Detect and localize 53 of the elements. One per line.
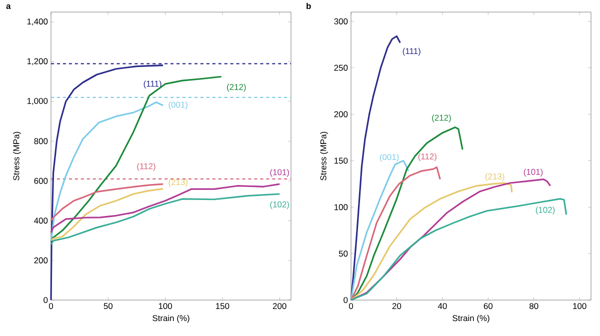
line-series (350, 166, 441, 301)
y-tick-label: 1,400 (27, 18, 48, 26)
series-label: (001) (168, 101, 188, 110)
series-label: (212) (227, 84, 246, 92)
y-tick-label: 200 (34, 257, 48, 264)
x-tick-label: 60 (484, 303, 493, 310)
series-label: (102) (270, 201, 289, 210)
series-label: (101) (524, 168, 543, 177)
y-tick-label: 1,200 (27, 58, 48, 66)
series-label: (001) (380, 154, 399, 162)
series-label: (112) (418, 153, 436, 162)
y-axis-title: Stress (MPa) (13, 132, 21, 180)
y-tick-label: 300 (334, 18, 348, 24)
series-label: (111) (402, 48, 420, 56)
y-tick-label: 0 (44, 297, 48, 304)
series-label: (212) (432, 114, 451, 122)
y-tick-label: 100 (334, 204, 348, 210)
x-tick-label: 40 (438, 303, 447, 310)
y-tick-label: 1,000 (27, 98, 48, 105)
x-tick-label: 50 (104, 303, 113, 310)
x-tick-label: 200 (272, 303, 286, 310)
y-tick-label: 600 (34, 178, 48, 184)
line-series (50, 183, 164, 222)
series-label: (213) (485, 173, 504, 182)
y-tick-label: 200 (334, 111, 348, 118)
x-axis-title: Strain (%) (152, 314, 190, 323)
line-series (350, 198, 568, 301)
x-tick-label: 100 (158, 303, 172, 310)
x-tick-label: 80 (530, 303, 538, 310)
x-tick-label: 150 (216, 303, 230, 310)
series-label: (112) (137, 162, 156, 171)
x-tick-label: 0 (48, 303, 54, 310)
line-series (50, 188, 164, 242)
y-tick-label: 50 (338, 250, 348, 257)
series-label: (111) (144, 80, 162, 88)
y-tick-label: 150 (334, 158, 348, 164)
x-axis-title: Strain (%) (452, 314, 490, 323)
line-series (50, 101, 164, 242)
line-series (350, 182, 513, 301)
series-label: (101) (270, 168, 289, 177)
y-axis-title: Stress (MPa) (320, 132, 328, 180)
series-label: (102) (536, 206, 555, 214)
y-tick-label: 400 (34, 218, 48, 224)
x-tick-label: 0 (348, 303, 354, 310)
y-tick-label: 250 (334, 64, 348, 71)
chart-title: b (306, 2, 311, 9)
y-tick-label: 800 (34, 138, 48, 144)
series-label: (213) (168, 178, 188, 187)
chart-title: a (6, 4, 11, 9)
x-tick-label: 100 (573, 303, 586, 310)
line-series (50, 76, 222, 242)
x-tick-label: 20 (392, 303, 402, 310)
y-tick-label: 0 (344, 297, 348, 304)
